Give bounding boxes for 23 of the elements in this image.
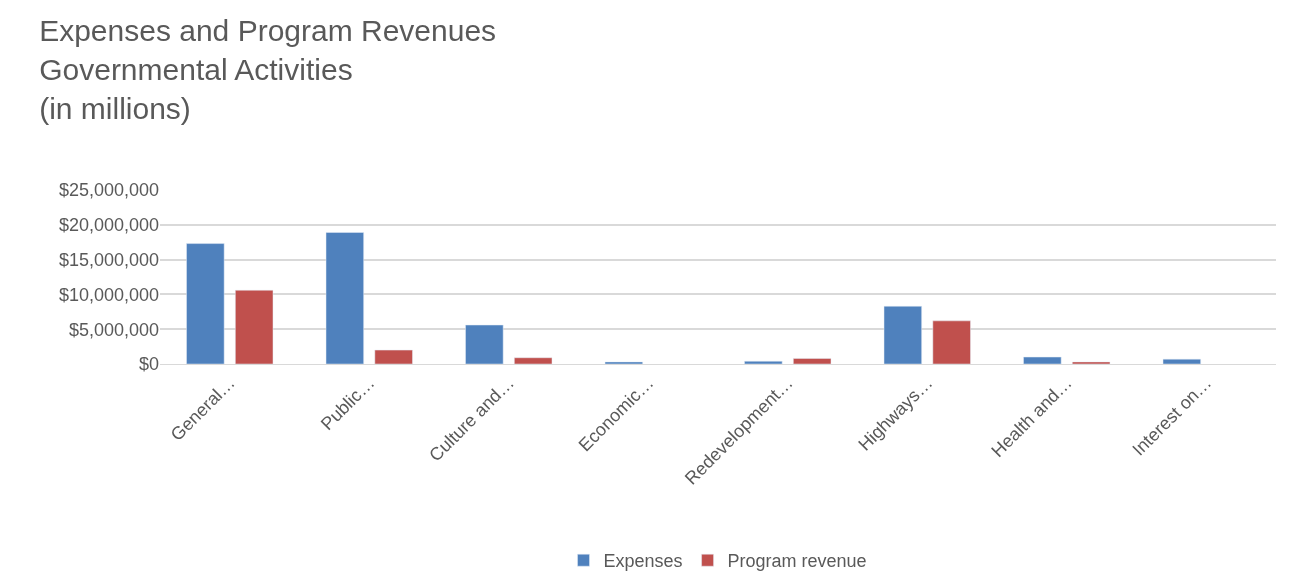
bar — [514, 357, 553, 364]
bar — [793, 358, 832, 364]
bar — [325, 232, 364, 364]
bar — [235, 289, 274, 364]
y-tick-label: $0 — [138, 354, 159, 375]
legend-label: Expenses — [603, 551, 683, 572]
bar — [883, 305, 922, 364]
y-tick-label: $20,000,000 — [58, 215, 159, 236]
chart-title: Expenses and Program Revenues Governmental Activities (in millions) — [39, 13, 497, 125]
bar — [1023, 356, 1062, 364]
y-tick-label: $15,000,000 — [58, 249, 159, 270]
legend-label: Program revenue — [727, 551, 867, 572]
bar — [186, 243, 225, 364]
bar — [932, 320, 971, 364]
y-tick-label: $10,000,000 — [58, 284, 159, 305]
y-tick-label: $25,000,000 — [58, 180, 159, 201]
bar — [1072, 361, 1111, 364]
y-tick-label: $5,000,000 — [68, 319, 159, 340]
bar — [374, 349, 413, 364]
bar — [744, 360, 783, 364]
bar — [465, 324, 504, 364]
bar — [1162, 358, 1201, 364]
bar — [604, 361, 643, 364]
